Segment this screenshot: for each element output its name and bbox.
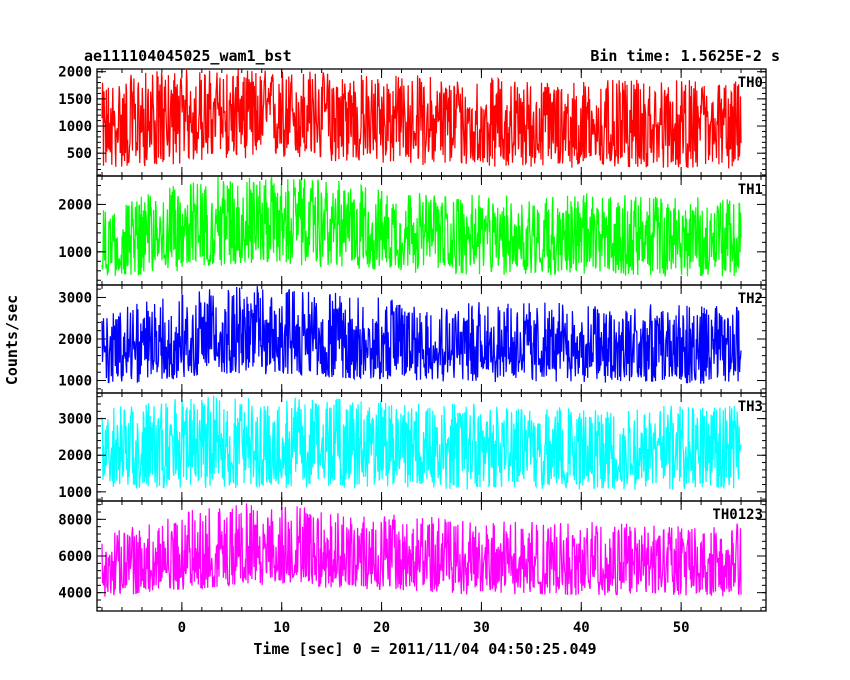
bin-time-label: Bin time: 1.5625E-2 s xyxy=(590,47,780,65)
panel-tag-th1: TH1 xyxy=(738,182,763,198)
x-tick-label: 20 xyxy=(373,620,390,636)
y-tick-label: 1500 xyxy=(58,92,92,108)
panel-th2: 1000 2000 3000 TH2 xyxy=(58,284,767,394)
y-tick-label: 2000 xyxy=(58,448,92,464)
x-tick-label: 40 xyxy=(573,620,590,636)
series-line-th0123 xyxy=(101,503,742,597)
panel-stack: 500100015002000TH010002000TH110002000300… xyxy=(58,65,767,636)
series-line-th1 xyxy=(101,176,742,277)
x-tick-label: 10 xyxy=(273,620,290,636)
panel-th0123: 4000 6000 8000 TH0123 0 10 20 30 40 50 xyxy=(58,500,767,636)
y-tick-label: 2000 xyxy=(58,332,92,348)
y-tick-label: 2000 xyxy=(58,197,92,213)
x-tick-label: 50 xyxy=(673,620,690,636)
panel-tag-th2: TH2 xyxy=(738,291,763,307)
panel-tag-th0: TH0 xyxy=(738,75,763,91)
y-tick-label: 1000 xyxy=(58,374,92,390)
y-tick-label: 3000 xyxy=(58,412,92,428)
x-tick-label: 0 xyxy=(178,620,186,636)
panel-tag-th3: TH3 xyxy=(738,399,763,415)
series-line-th0 xyxy=(101,69,742,169)
y-tick-label: 500 xyxy=(67,146,92,162)
y-tick-label: 1000 xyxy=(58,245,92,261)
y-tick-label: 1000 xyxy=(58,119,92,135)
y-tick-label: 8000 xyxy=(58,512,92,528)
y-tick-label: 1000 xyxy=(58,485,92,501)
x-tick-label: 30 xyxy=(473,620,490,636)
x-axis-label: Time [sec] 0 = 2011/11/04 04:50:25.049 xyxy=(253,640,596,658)
y-tick-label: 3000 xyxy=(58,290,92,306)
series-line-th2 xyxy=(101,286,742,384)
panel-tag-th0123: TH0123 xyxy=(712,507,763,523)
series-line-th3 xyxy=(101,395,742,490)
panel-th1: 1000 2000 TH1 xyxy=(58,175,767,286)
y-tick-label: 6000 xyxy=(58,549,92,565)
panel-th0: 500 1000 1500 2000 TH0 xyxy=(58,65,767,177)
y-tick-label: 2000 xyxy=(58,65,92,81)
panel-th3: 1000 2000 3000 TH3 xyxy=(58,392,767,502)
y-tick-label: 4000 xyxy=(58,586,92,602)
y-axis-label: Counts/sec xyxy=(3,295,21,385)
figure-title: ae111104045025_wam1_bst xyxy=(84,47,292,65)
